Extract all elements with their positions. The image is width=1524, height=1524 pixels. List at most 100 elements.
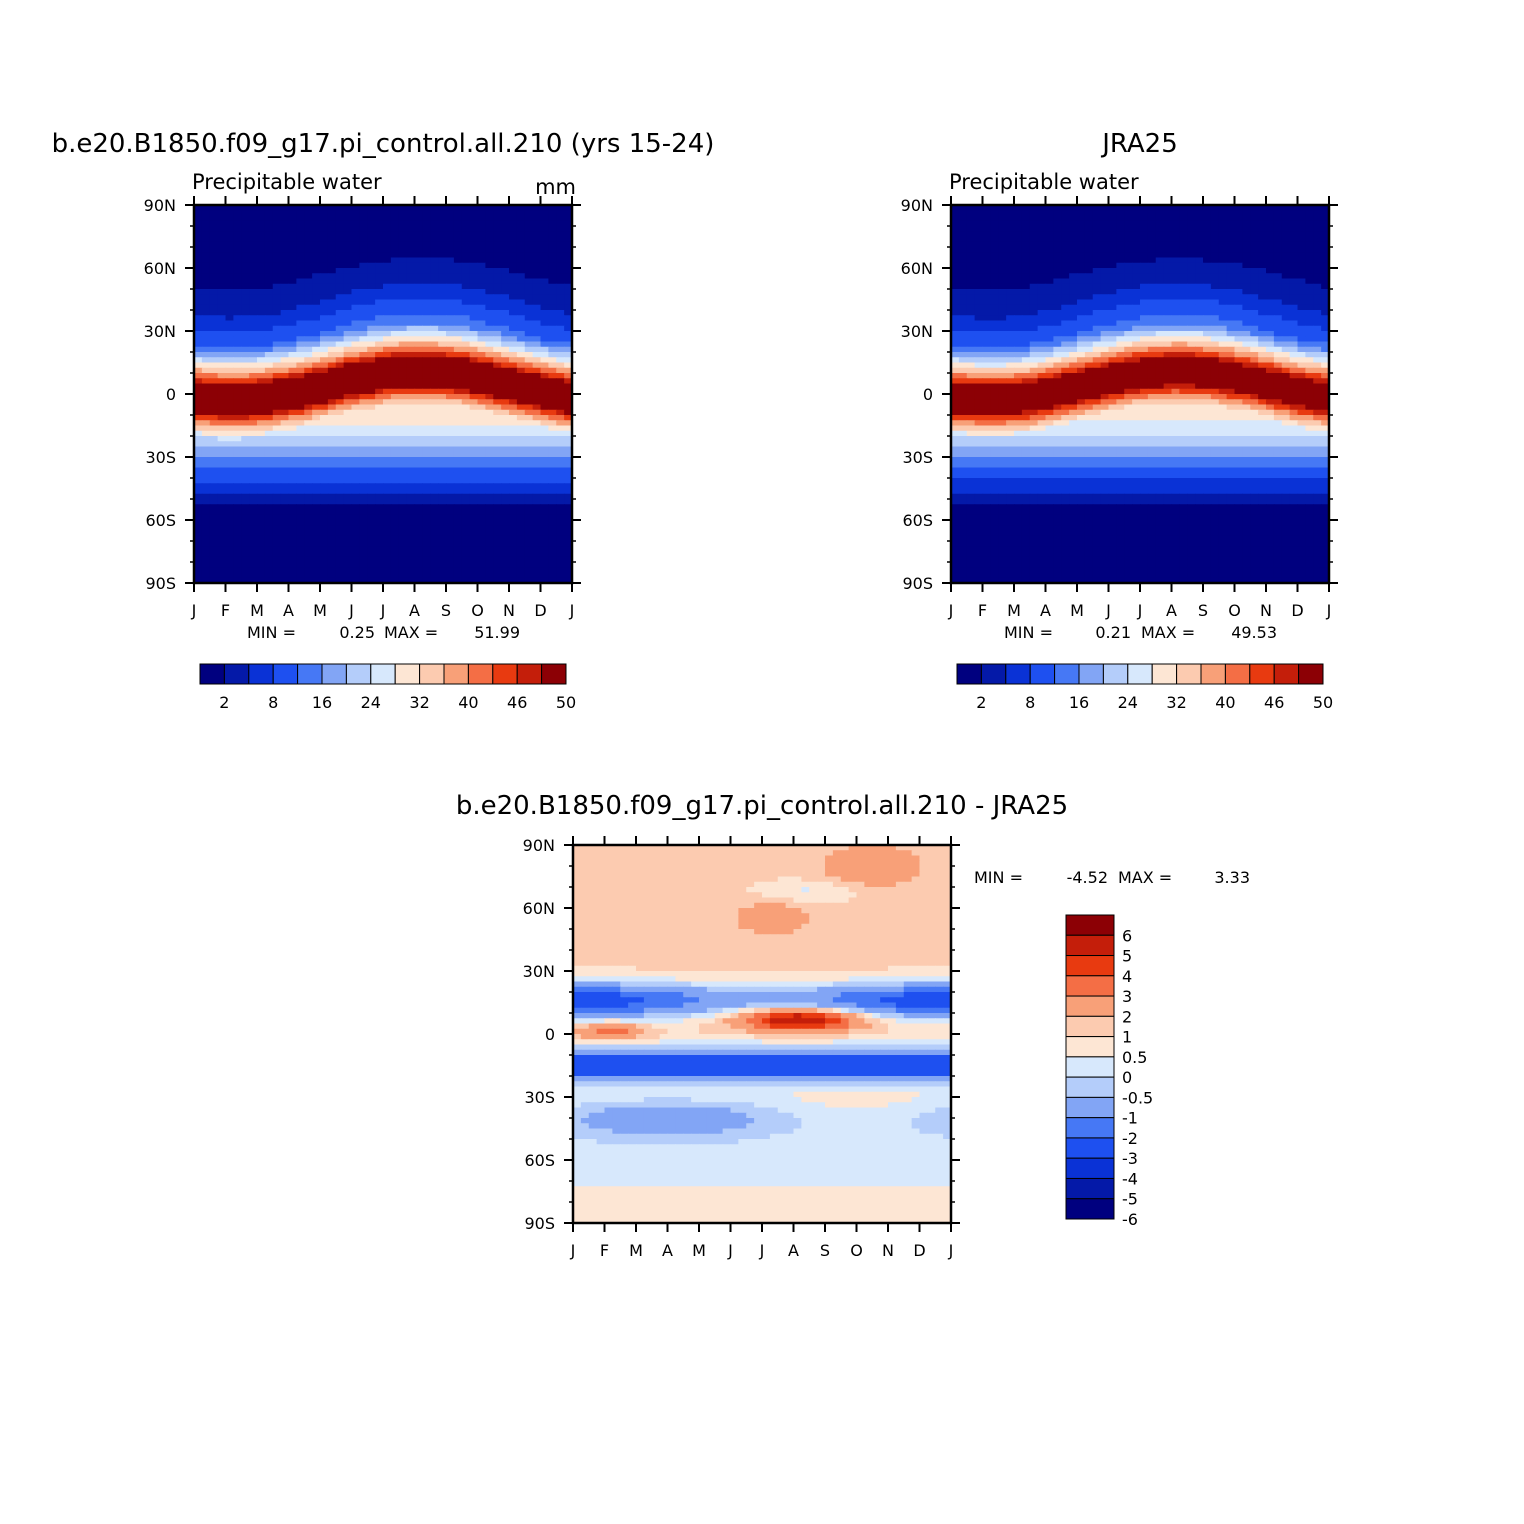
- panel2-cell: [990, 299, 999, 306]
- panel1-cell: [477, 273, 486, 280]
- panel1-cell: [501, 273, 510, 280]
- panel1-cell: [257, 556, 266, 563]
- panel2-cell: [1092, 346, 1102, 353]
- panel1-colorbar-label: 50: [556, 693, 576, 712]
- panel1-cell: [343, 215, 353, 222]
- panel2-cell: [1297, 304, 1306, 311]
- panel1-cell: [201, 451, 211, 458]
- panel1-cell: [556, 331, 565, 337]
- panel1-cell: [493, 535, 502, 542]
- panel2-cell: [1092, 252, 1102, 259]
- panel2-cell: [990, 215, 999, 222]
- panel2-cell: [974, 210, 984, 217]
- panel1-cell: [469, 210, 479, 217]
- panel1-cell: [304, 420, 313, 427]
- panel2-cell: [1147, 252, 1157, 259]
- panel1-cell: [406, 231, 416, 238]
- panel1-cell: [217, 472, 227, 479]
- panel1-cell: [288, 352, 297, 358]
- panel2-cell: [1045, 247, 1054, 253]
- panel1-cell: [225, 520, 234, 526]
- panel1-cell: [493, 357, 502, 364]
- panel2-cell: [1140, 205, 1149, 211]
- panel1-cell: [461, 220, 471, 227]
- panel1-cell: [280, 215, 290, 222]
- panel1-colorbar-label: 2: [219, 693, 229, 712]
- panel1-cell: [383, 446, 392, 453]
- panel1-cell: [438, 378, 447, 385]
- panel2-cell: [951, 278, 960, 285]
- panel1-cell: [359, 535, 368, 542]
- panel2-cell: [958, 278, 968, 285]
- panel1-cell: [548, 252, 557, 259]
- panel1-cell: [477, 294, 486, 301]
- panel1-cell: [296, 215, 305, 222]
- panel1-cell: [335, 341, 345, 348]
- panel2-cell: [1140, 273, 1149, 280]
- panel1-cell: [446, 457, 455, 463]
- panel2-cell: [1132, 304, 1141, 311]
- panel1-cell: [312, 551, 321, 558]
- panel1-cell: [194, 289, 203, 295]
- panel2-cell: [1124, 215, 1133, 222]
- panel1-cell: [320, 420, 329, 427]
- panel1-cell: [493, 388, 502, 395]
- panel2-cell: [1006, 352, 1015, 358]
- panel2-cell: [1242, 220, 1251, 227]
- panel1-cell: [312, 331, 321, 337]
- panel1-cell: [453, 567, 463, 574]
- panel1-cell: [556, 378, 565, 385]
- panel1-cell: [414, 367, 423, 374]
- panel1-cell: [509, 210, 518, 217]
- panel1-cell: [556, 493, 565, 500]
- panel2-cell: [1037, 236, 1047, 243]
- panel1-cell: [556, 556, 565, 563]
- panel1-cell: [304, 525, 313, 532]
- panel2-cell: [1273, 315, 1283, 322]
- panel1-cell: [477, 493, 486, 500]
- panel1-cell: [241, 451, 250, 458]
- panel2-cell: [1021, 262, 1031, 269]
- panel1-cell: [288, 572, 297, 579]
- panel2-cell: [1187, 257, 1196, 264]
- panel1-cell: [335, 577, 345, 584]
- panel1-cell: [469, 541, 479, 547]
- panel1-cell: [217, 467, 227, 474]
- panel1-cell: [257, 257, 266, 264]
- panel1-cell: [335, 499, 345, 505]
- panel1-cell: [375, 278, 384, 285]
- panel2-cell: [966, 304, 976, 311]
- panel1-cell: [249, 441, 258, 448]
- panel1-cell: [280, 556, 290, 563]
- panel2-cell: [1210, 247, 1220, 253]
- panel1-cell: [493, 220, 502, 227]
- panel1-cell: [390, 236, 400, 243]
- panel2-cell: [974, 310, 984, 316]
- panel1-cell: [280, 236, 290, 243]
- panel1-cell: [477, 572, 486, 579]
- panel1-cell: [194, 415, 203, 421]
- panel2-cell: [1037, 310, 1047, 316]
- panel2-cell: [1084, 341, 1094, 348]
- panel1-cell: [422, 425, 431, 432]
- panel1-cell: [264, 383, 274, 390]
- panel1-cell: [296, 373, 305, 379]
- panel2-cell: [1155, 268, 1165, 274]
- panel1-cell: [209, 310, 219, 316]
- panel1-cell: [509, 562, 518, 568]
- panel1-cell: [548, 472, 557, 479]
- panel1-cell: [438, 577, 447, 584]
- panel2-cell: [1242, 336, 1251, 343]
- panel1-cell: [367, 535, 376, 542]
- panel2-cell: [1092, 310, 1102, 316]
- panel1-cell: [194, 467, 203, 474]
- panel2-cell: [1077, 289, 1086, 295]
- panel2-cell: [1210, 346, 1220, 353]
- panel1-cell: [367, 346, 376, 353]
- panel1-cell: [257, 567, 266, 574]
- panel2-cell: [1029, 278, 1039, 285]
- panel1-cell: [477, 556, 486, 563]
- panel1-cell: [446, 404, 455, 411]
- panel2-cell: [1147, 205, 1157, 211]
- panel1-cell: [532, 493, 542, 500]
